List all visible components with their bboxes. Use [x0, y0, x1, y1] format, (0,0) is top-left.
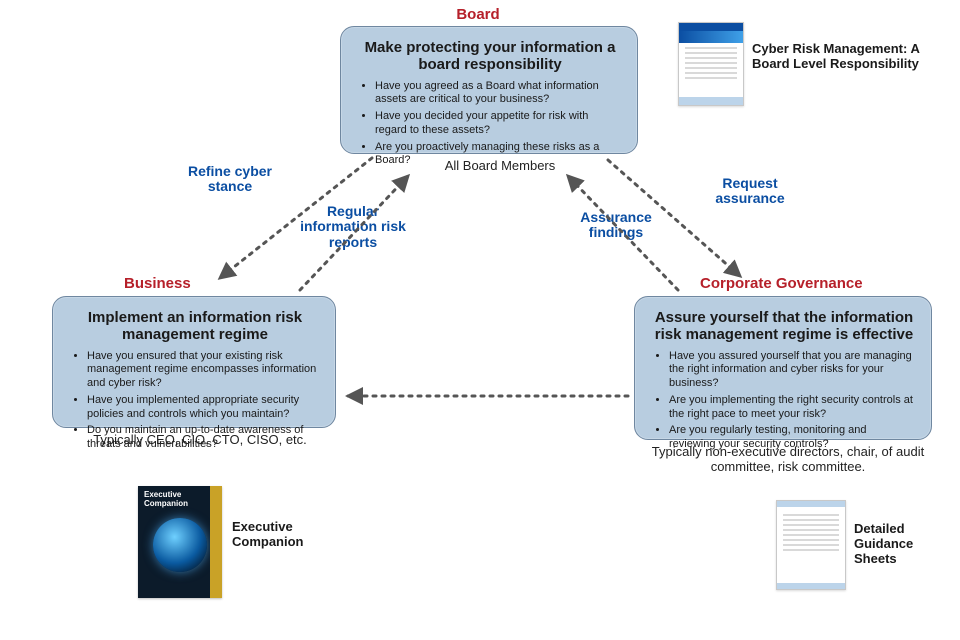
- board-box-heading: Make protecting your information a board…: [359, 39, 621, 74]
- doc-thumb-top: [678, 22, 744, 106]
- doc-label-right: Detailed Guidance Sheets: [854, 522, 934, 567]
- board-bullet: Have you agreed as a Board what informat…: [375, 80, 621, 108]
- arrow-label-request: Request assurance: [700, 176, 800, 207]
- arrow-label-findings: Assurance findings: [566, 210, 666, 241]
- governance-box: Assure yourself that the information ris…: [634, 296, 932, 440]
- doc-thumb-left: Executive Companion: [138, 486, 222, 598]
- board-caption: All Board Members: [430, 158, 570, 173]
- board-bullet: Have you decided your appetite for risk …: [375, 110, 621, 138]
- business-box-heading: Implement an information risk management…: [71, 309, 319, 344]
- arrow-label-reports: Regular information risk reports: [298, 204, 408, 250]
- governance-bullet: Are you implementing the right security …: [669, 394, 915, 422]
- section-title-governance: Corporate Governance: [700, 275, 863, 292]
- section-title-business: Business: [124, 275, 191, 292]
- doc-thumb-right: [776, 500, 846, 590]
- governance-bullet: Have you assured yourself that you are m…: [669, 350, 915, 391]
- business-bullet: Have you implemented appropriate securit…: [87, 394, 319, 422]
- board-box-bullets: Have you agreed as a Board what informat…: [359, 80, 621, 169]
- business-bullet: Have you ensured that your existing risk…: [87, 350, 319, 391]
- governance-box-bullets: Have you assured yourself that you are m…: [653, 350, 915, 452]
- doc-label-left: Executive Companion: [232, 520, 332, 550]
- governance-caption: Typically non-executive directors, chair…: [648, 444, 928, 474]
- globe-icon: [153, 518, 207, 572]
- diagram-canvas: Board Business Corporate Governance Make…: [0, 0, 960, 640]
- section-title-board: Board: [456, 6, 499, 23]
- doc-label-top: Cyber Risk Management: A Board Level Res…: [752, 42, 942, 72]
- governance-box-heading: Assure yourself that the information ris…: [653, 309, 915, 344]
- board-box: Make protecting your information a board…: [340, 26, 638, 154]
- business-box: Implement an information risk management…: [52, 296, 336, 428]
- arrow-label-refine: Refine cyber stance: [180, 164, 280, 195]
- business-caption: Typically CEO, CIO, CTO, CISO, etc.: [90, 432, 310, 447]
